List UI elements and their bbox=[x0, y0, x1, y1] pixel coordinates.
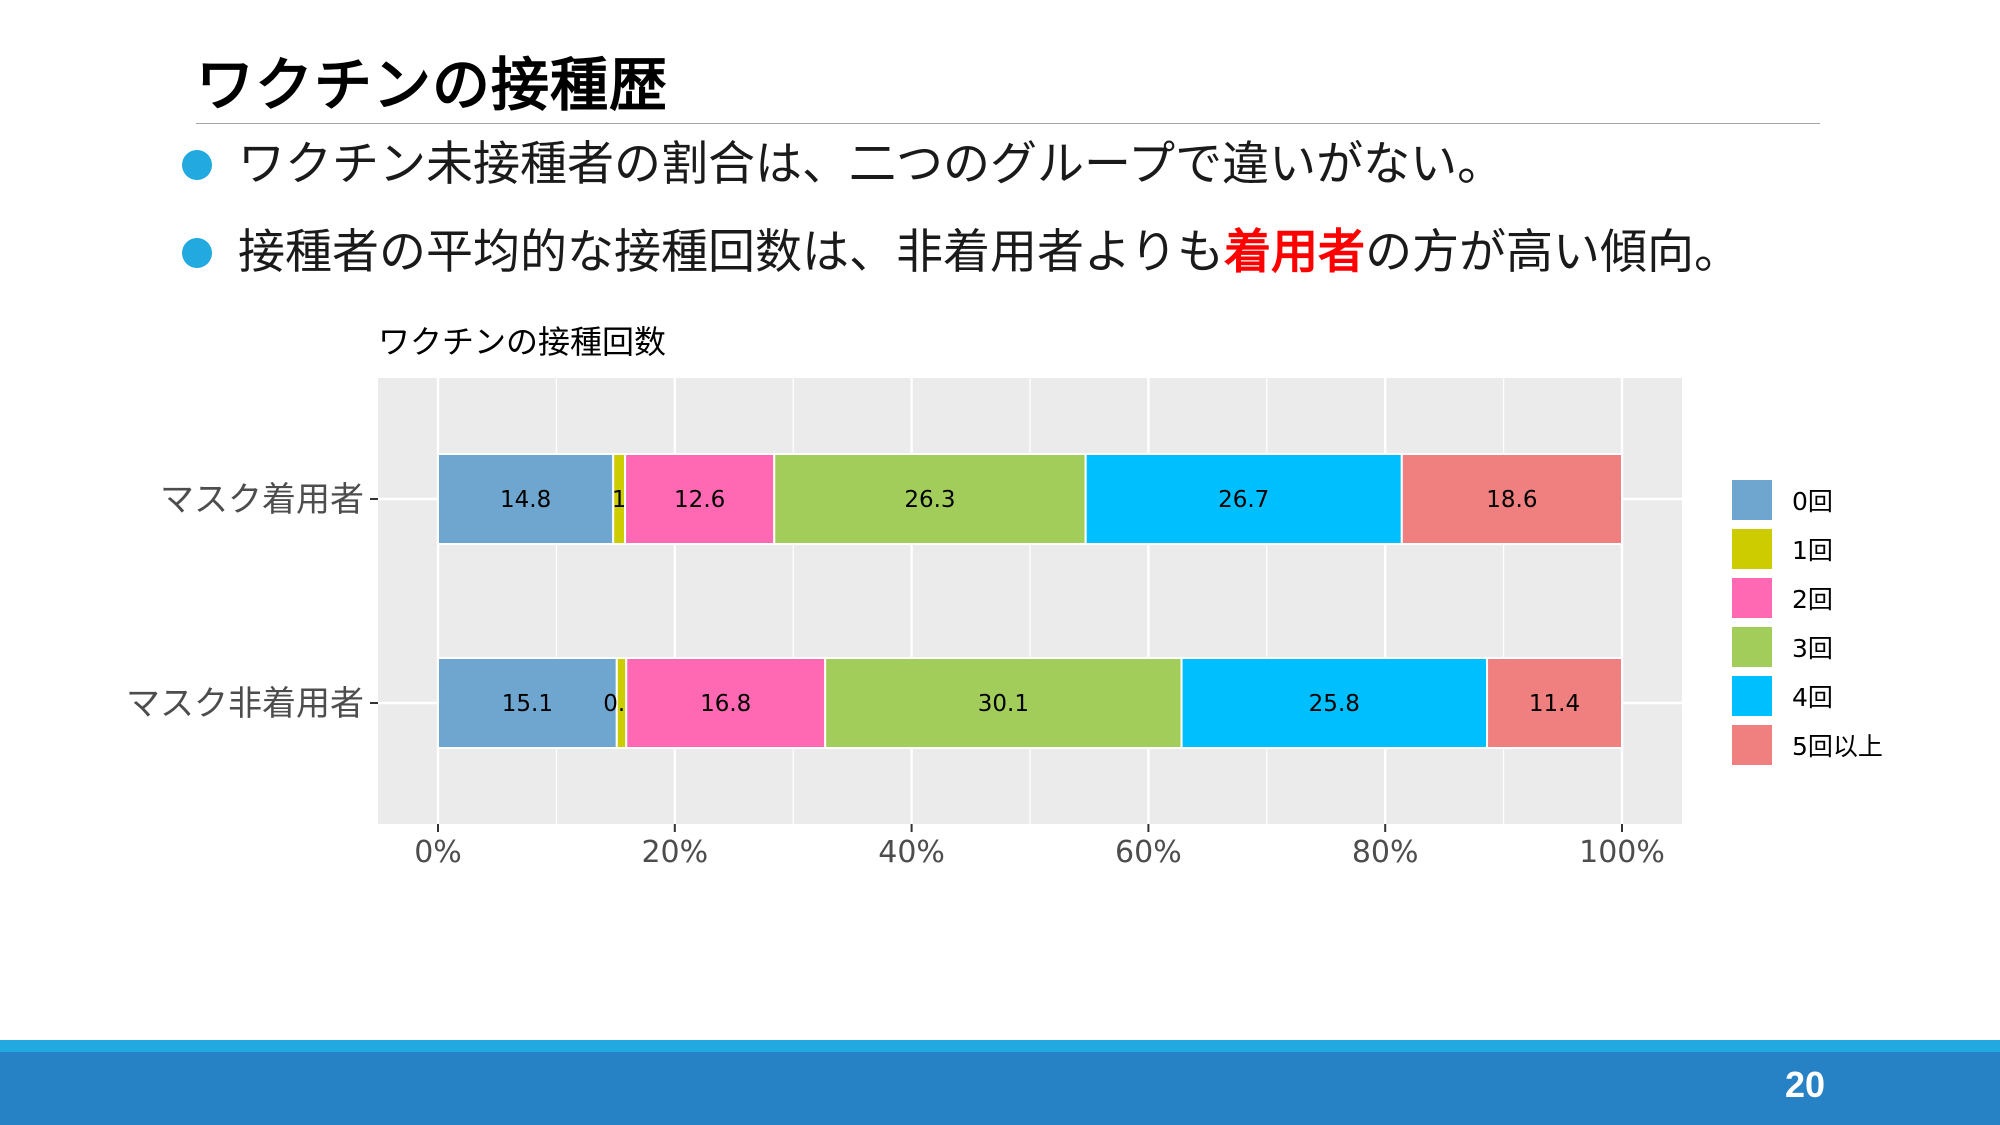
legend-swatch bbox=[1730, 625, 1774, 669]
bar-segment bbox=[625, 657, 827, 749]
bullet-text: 接種者の平均的な接種回数は、非着用者よりも bbox=[238, 225, 1225, 280]
x-tick-label: 80% bbox=[1352, 835, 1419, 870]
legend-swatch bbox=[1730, 674, 1774, 718]
bar-value-label: 15.1 bbox=[502, 691, 553, 717]
legend-label: 2回 bbox=[1792, 585, 1833, 614]
bullet-item-1: ワクチン未接種者の割合は、二つのグループで違いがない。 bbox=[182, 136, 1741, 224]
bar-segment bbox=[1180, 657, 1489, 749]
bar-segment bbox=[624, 453, 776, 545]
bar-value-label: 30.1 bbox=[978, 691, 1029, 717]
bar-segment bbox=[437, 657, 618, 749]
bullet-dot-icon bbox=[182, 238, 212, 268]
page-number: 20 bbox=[1784, 1064, 1825, 1105]
bullet-highlight: 着用者 bbox=[1224, 225, 1366, 280]
bar-value-label: 12.6 bbox=[674, 487, 725, 513]
chart-bars: 14.8 1 12.6 26.3 26.7 18.615.1 0.8 16.8 30.1 25.8… bbox=[437, 453, 1624, 749]
y-tick-label: マスク着用者 bbox=[160, 480, 364, 520]
bar-segment bbox=[1486, 657, 1624, 749]
bullet-text: ワクチン未接種者の割合は、二つのグループで違いがない。 bbox=[238, 137, 1505, 192]
footer-bar: 20 bbox=[0, 1052, 2000, 1125]
legend-swatch bbox=[1730, 576, 1774, 620]
x-tick-label: 20% bbox=[641, 835, 708, 870]
bar-value-label: 18.6 bbox=[1486, 487, 1537, 513]
bar-segment bbox=[773, 453, 1087, 545]
bar-segment bbox=[824, 657, 1183, 749]
legend-label: 5回以上 bbox=[1792, 732, 1883, 761]
legend-swatch bbox=[1730, 723, 1774, 767]
title-divider bbox=[196, 123, 1820, 124]
x-tick-label: 40% bbox=[878, 835, 945, 870]
legend-label: 3回 bbox=[1792, 634, 1833, 663]
bar-value-label: 1 bbox=[612, 487, 627, 513]
bullet-item-2: 接種者の平均的な接種回数は、非着用者よりも着用者の方が高い傾向。 bbox=[182, 224, 1741, 312]
bar-value-label: 25.8 bbox=[1309, 691, 1360, 717]
chart-title: ワクチンの接種回数 bbox=[378, 323, 666, 361]
bar-value-label: 14.8 bbox=[500, 487, 551, 513]
bar-value-label: 26.3 bbox=[904, 487, 955, 513]
legend-swatch bbox=[1730, 527, 1774, 571]
x-tick-label: 0% bbox=[414, 835, 462, 870]
bar-value-label: 16.8 bbox=[700, 691, 751, 717]
stacked-bar-chart: ワクチンの接種回数 14.8 1 12.6 26.3 26.7 18.615.1 0.8 16… bbox=[126, 323, 1883, 870]
legend-label: 0回 bbox=[1792, 487, 1833, 516]
legend-label: 4回 bbox=[1792, 683, 1833, 712]
x-tick-label: 100% bbox=[1579, 835, 1665, 870]
legend-label: 1回 bbox=[1792, 536, 1833, 565]
bar-segment bbox=[1400, 453, 1623, 545]
bar-segment bbox=[1084, 453, 1403, 545]
bar-value-label: 26.7 bbox=[1218, 487, 1269, 513]
footer-accent-bar bbox=[0, 1040, 2000, 1052]
x-tick-label: 60% bbox=[1115, 835, 1182, 870]
bullet-list: ワクチン未接種者の割合は、二つのグループで違いがない。 接種者の平均的な接種回数… bbox=[182, 136, 1741, 312]
bullet-text-end: の方が高い傾向。 bbox=[1365, 225, 1742, 280]
bar-value-label: 11.4 bbox=[1529, 691, 1580, 717]
chart-legend: 0回 1回 2回 3回 4回 5回以上 bbox=[1730, 478, 1883, 767]
bullet-dot-icon bbox=[182, 150, 212, 180]
y-tick-label: マスク非着用者 bbox=[126, 684, 364, 724]
slide-title: ワクチンの接種歴 bbox=[196, 51, 669, 119]
legend-swatch bbox=[1730, 478, 1774, 522]
